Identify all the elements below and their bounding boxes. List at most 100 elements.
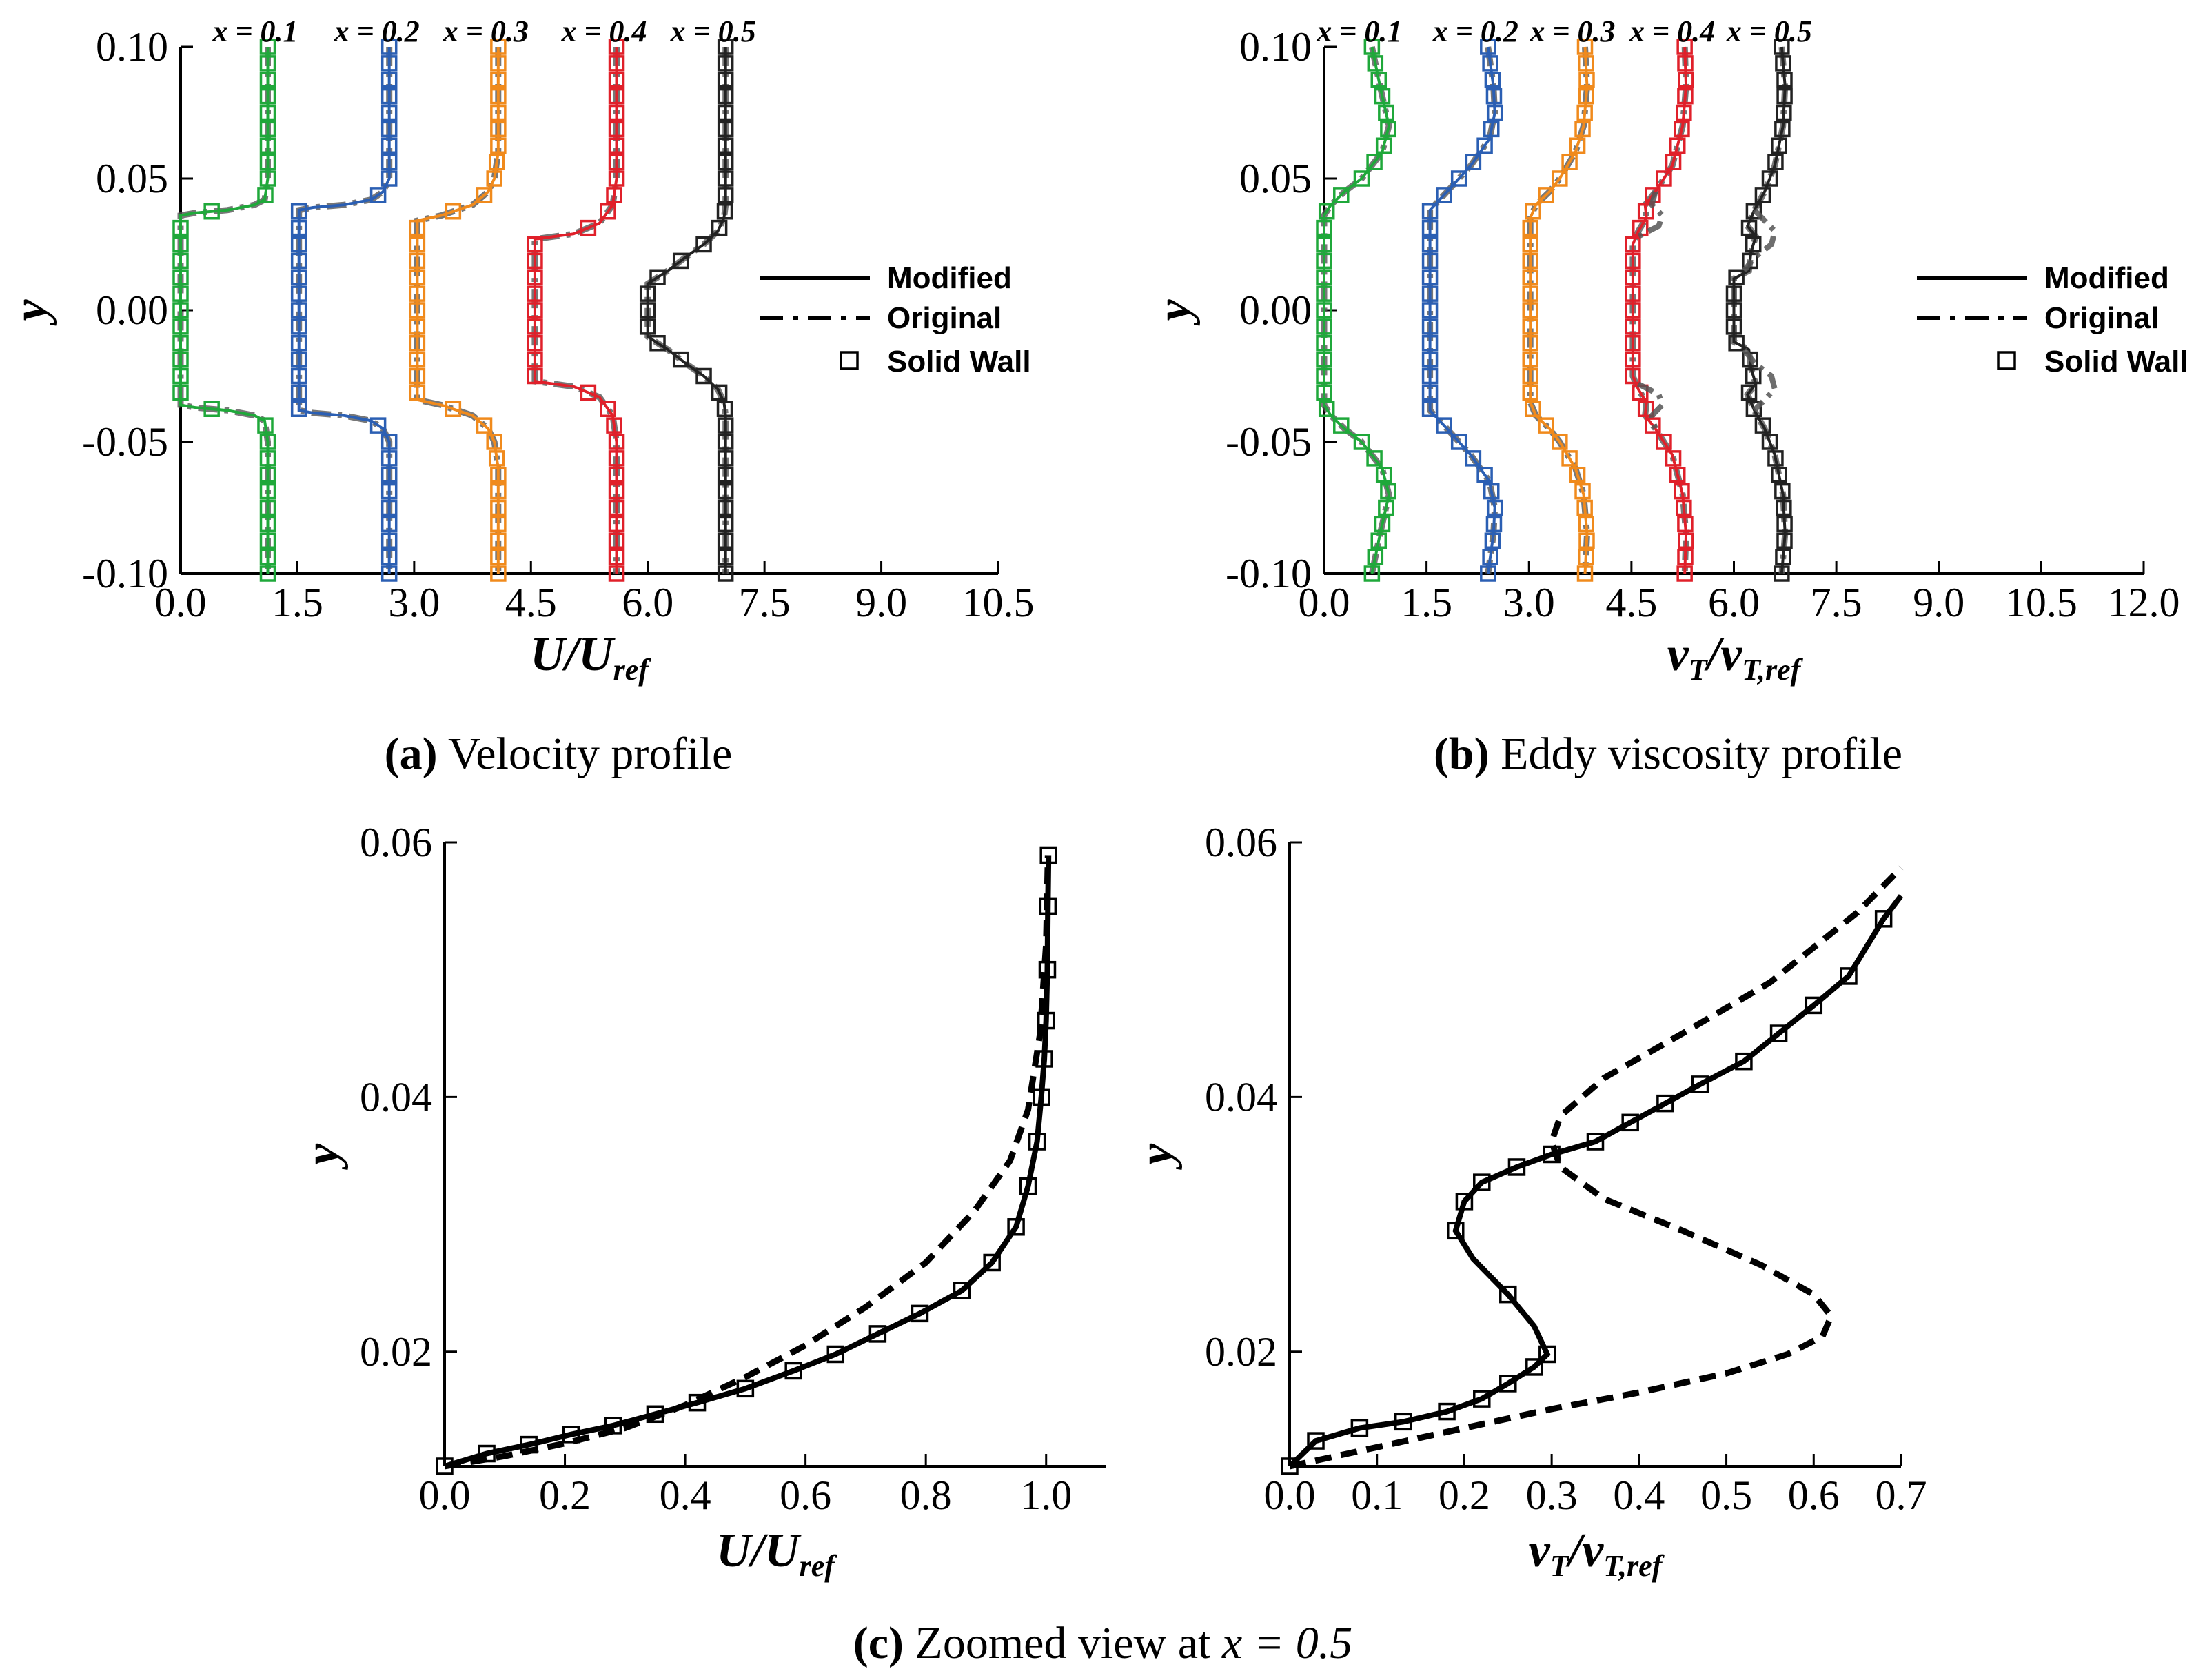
panel-b-solid-wall-marker bbox=[1677, 55, 1694, 72]
panel-a-solid-wall-marker bbox=[608, 137, 625, 154]
panel-c1-solid-wall-marker bbox=[646, 1405, 664, 1424]
panel-a-solid-wall-marker bbox=[717, 104, 734, 121]
panel-b-solid-wall-marker bbox=[1674, 121, 1690, 138]
panel-a-solid-wall-marker bbox=[259, 104, 276, 121]
panel-c1-solid-wall-marker bbox=[736, 1379, 755, 1398]
panel-c1-solid-wall-marker bbox=[983, 1253, 1001, 1272]
panel-c2-solid-wall-marker bbox=[1543, 1145, 1561, 1164]
panel-a-solid-wall-marker bbox=[380, 549, 398, 565]
panel-c2-x-tick-label: 0.5 bbox=[1700, 1472, 1752, 1518]
panel-b-y-tick-label: 0.05 bbox=[1239, 156, 1312, 201]
panel-a-solid-wall-marker bbox=[490, 467, 507, 483]
panel-b-solid-wall-marker bbox=[1522, 302, 1538, 318]
panel-c1-solid-wall-marker bbox=[784, 1362, 802, 1380]
panel-b-solid-wall-marker bbox=[1669, 137, 1686, 154]
panel-b-solid-wall-marker bbox=[1776, 499, 1792, 516]
panel-c1-original-line bbox=[444, 855, 1051, 1470]
panel-b-solid-wall-marker bbox=[1761, 170, 1778, 187]
panel-a-solid-wall-marker bbox=[527, 269, 543, 285]
panel-c1-solid-wall-marker bbox=[520, 1435, 538, 1454]
panel-b-solid-wall-marker bbox=[1421, 285, 1439, 302]
panel-c1-x-tick-label: 0.0 bbox=[419, 1472, 471, 1518]
panel-b-solid-wall-marker bbox=[1375, 137, 1392, 154]
panel-b-solid-wall-marker bbox=[1316, 318, 1332, 335]
panel-a-solid-wall-marker bbox=[717, 516, 734, 533]
panel-c2-solid-wall-marker bbox=[1586, 1133, 1605, 1151]
panel-b-solid-wall-marker bbox=[1374, 516, 1391, 533]
panel-b-solid-wall-marker bbox=[1421, 351, 1439, 368]
panel-b-solid-wall-marker bbox=[1333, 417, 1350, 434]
panel-a-solid-wall-marker bbox=[203, 401, 220, 417]
panel-a-solid-wall-marker bbox=[490, 39, 507, 55]
panel-b-solid-wall-marker bbox=[1775, 549, 1791, 565]
panel-b-y-tick-label: -0.05 bbox=[1226, 419, 1312, 465]
caption-c-letter: (c) bbox=[853, 1618, 904, 1668]
panel-b-solid-wall-marker bbox=[1577, 55, 1594, 72]
panel-b-solid-wall-marker bbox=[1569, 467, 1586, 483]
panel-b-solid-wall-marker bbox=[1569, 137, 1586, 154]
panel-c1-solid-wall-marker bbox=[1007, 1218, 1025, 1236]
panel-a-solid-wall-marker bbox=[380, 55, 398, 72]
panel-b-solid-wall-marker bbox=[1625, 351, 1641, 368]
panel-a-solid-wall-marker bbox=[172, 367, 189, 385]
panel-a-solid-wall-marker bbox=[717, 483, 734, 500]
panel-a-solid-wall-marker bbox=[409, 384, 426, 401]
panel-a-solid-wall-marker bbox=[380, 483, 398, 500]
zoomed-velocity-chart: 0.0 0.2 0.4 0.6 0.8 1.0 0.06 0.04 0.02 y U/Uref bbox=[296, 820, 1106, 1583]
panel-c2-solid-wall-marker bbox=[1538, 1345, 1556, 1364]
panel-a-solid-wall-marker bbox=[476, 187, 493, 203]
panel-b-solid-wall-marker bbox=[1485, 88, 1503, 105]
panel-a-solid-wall-marker bbox=[608, 39, 625, 55]
panel-a-solid-wall-marker bbox=[490, 549, 507, 565]
panel-b-solid-wall-marker bbox=[1576, 39, 1594, 55]
panel-a-solid-wall-marker bbox=[380, 467, 398, 483]
panel-a-solid-wall-marker bbox=[445, 203, 462, 220]
panel-a-solid-wall-marker bbox=[490, 137, 507, 154]
panel-b-solid-wall-marker bbox=[1625, 269, 1641, 285]
panel-b-solid-wall-marker bbox=[1678, 532, 1694, 549]
panel-c2-solid-wall-marker bbox=[1874, 910, 1893, 928]
panel-b-solid-wall-marker bbox=[1552, 170, 1568, 187]
panel-a-solid-wall-marker bbox=[380, 154, 398, 170]
panel-b-solid-wall-marker bbox=[1740, 219, 1758, 236]
panel-b-solid-wall-marker bbox=[1522, 236, 1538, 253]
panel-b-solid-wall-marker bbox=[1378, 499, 1394, 516]
panel-b-solid-wall-marker bbox=[1576, 565, 1594, 582]
panel-b-solid-wall-marker bbox=[1767, 450, 1784, 467]
panel-b-solid-wall-marker bbox=[1775, 55, 1791, 72]
panel-a-solid-wall-marker bbox=[608, 467, 625, 483]
panel-b-solid-wall-marker bbox=[1745, 236, 1762, 253]
panel-b-solid-wall-marker bbox=[1538, 187, 1554, 203]
panel-b-y-tick-label: 0.00 bbox=[1239, 287, 1312, 333]
panel-c1-solid-wall-marker bbox=[436, 1457, 454, 1475]
eddy-viscosity-profile-chart: 0.0 1.5 3.0 4.5 6.0 7.5 9.0 10.5 12.0 0.10 0.05 0.0… bbox=[1148, 14, 2188, 687]
panel-a-solid-wall-marker bbox=[380, 434, 398, 450]
panel-a-solid-wall-marker bbox=[490, 499, 507, 516]
panel-a-solid-wall-marker bbox=[488, 154, 505, 170]
panel-b-solid-wall-marker bbox=[1482, 549, 1498, 565]
panel-b-solid-wall-marker bbox=[1370, 72, 1388, 88]
panel-a-solid-wall-marker bbox=[257, 187, 274, 203]
panel-b-solid-wall-marker bbox=[1316, 285, 1332, 302]
panel-b-solid-wall-marker bbox=[1522, 318, 1538, 335]
panel-b-solid-wall-marker bbox=[1625, 335, 1641, 352]
panel-b-solid-wall-marker bbox=[1578, 516, 1594, 533]
panel-b-solid-wall-marker bbox=[1676, 104, 1692, 121]
panel-b-solid-wall-marker bbox=[1482, 55, 1498, 72]
panel-b-solid-wall-marker bbox=[1367, 55, 1384, 72]
panel-a-solid-wall-marker bbox=[716, 401, 733, 417]
panel-b-solid-wall-marker bbox=[1480, 565, 1496, 582]
panel-b-solid-wall-marker bbox=[1353, 434, 1370, 450]
caption-a-text: Velocity profile bbox=[438, 729, 733, 779]
legend-modified-label: Modified bbox=[887, 261, 1012, 295]
panel-a-solid-wall-marker bbox=[380, 516, 398, 533]
panel-a-solid-wall-marker bbox=[409, 318, 426, 335]
panel-b-y-axis-label: y bbox=[1148, 299, 1201, 326]
panel-a-solid-wall-marker bbox=[259, 55, 276, 72]
panel-a-original-line-5 bbox=[644, 47, 729, 574]
panel-b-solid-wall-marker bbox=[1316, 384, 1332, 401]
panel-b-solid-wall-marker bbox=[1676, 499, 1692, 516]
panel-b-x-tick-label: 9.0 bbox=[1913, 580, 1964, 625]
panel-b-solid-wall-marker bbox=[1674, 483, 1690, 500]
panel-a-solid-wall-marker bbox=[580, 384, 597, 401]
